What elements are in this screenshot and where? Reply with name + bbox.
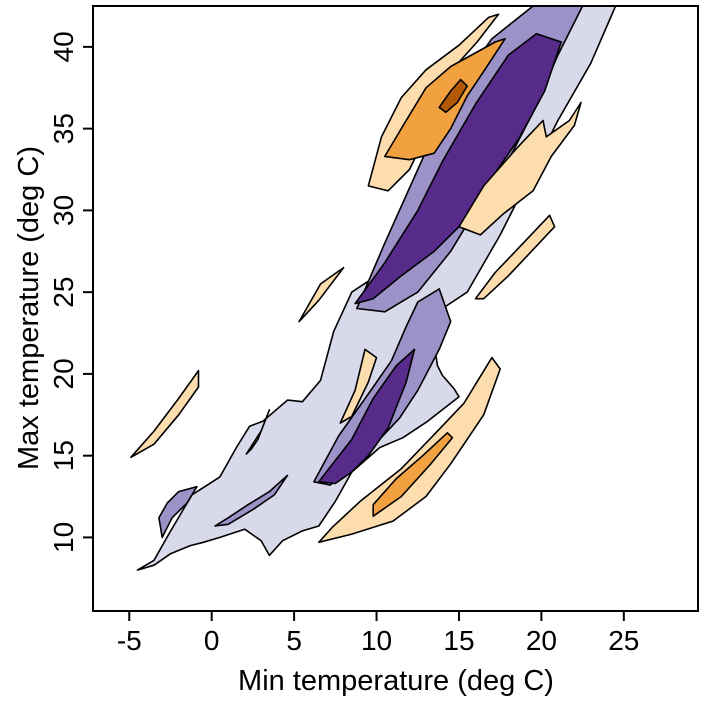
contour-region-orange-light-8 (245, 409, 271, 455)
y-tick-label: 25 (48, 277, 79, 308)
contour-region-purple-dark-6 (354, 32, 563, 305)
x-axis: -5 0 5 10 15 20 25 (117, 611, 639, 656)
contour-region-orange-light-9 (298, 266, 345, 323)
x-tick-label: 5 (286, 625, 302, 656)
contour-region-purple-mid-2 (214, 474, 289, 527)
contour-region-orange-light-7 (130, 369, 200, 459)
contour-region-orange-dark-17 (438, 78, 469, 114)
x-axis-label: Min temperature (deg C) (238, 665, 554, 697)
x-tick-label: -5 (117, 625, 142, 656)
y-tick-label: 30 (48, 195, 79, 226)
y-tick-label: 10 (48, 522, 79, 553)
x-tick-label: 10 (361, 625, 392, 656)
contour-region-purple-dark-5 (317, 348, 416, 485)
contour-region-orange-light-10 (339, 348, 378, 424)
x-tick-label: 20 (526, 625, 557, 656)
contour-region-orange-light-14 (474, 214, 556, 300)
y-axis: 10 15 20 25 30 35 40 (48, 31, 93, 553)
y-tick-label: 40 (48, 31, 79, 62)
contour-region-orange-light-13 (458, 101, 582, 236)
contour-region-orange-light-11 (317, 356, 502, 544)
x-tick-label: 0 (204, 625, 220, 656)
x-tick-label: 25 (608, 625, 639, 656)
y-tick-label: 15 (48, 440, 79, 471)
contour-region-orange-mid-15 (372, 431, 454, 518)
y-tick-label: 35 (48, 113, 79, 144)
y-tick-label: 20 (48, 358, 79, 389)
contour-regions (130, 5, 617, 571)
plot-frame (92, 5, 699, 612)
x-tick-label: 15 (443, 625, 474, 656)
y-axis-label: Max temperature (deg C) (13, 146, 45, 470)
contour-region-purple-mid-1 (158, 485, 198, 539)
